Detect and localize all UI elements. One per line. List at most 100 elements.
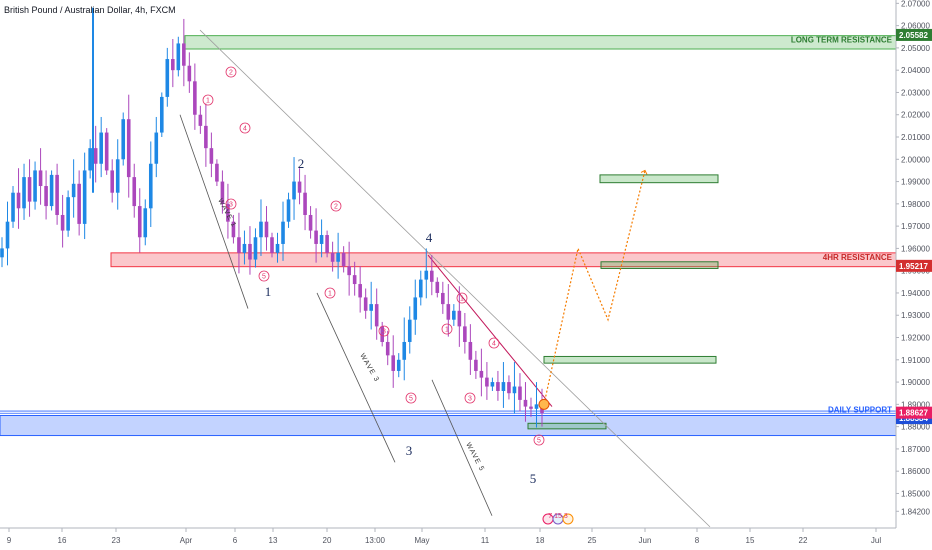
- candle-body: [132, 177, 137, 207]
- candle-body: [220, 181, 225, 204]
- y-tick-label: 2.02000: [901, 111, 930, 120]
- y-tick-label: 1.88000: [901, 423, 930, 432]
- candle-body: [429, 270, 434, 282]
- candle-body: [176, 43, 181, 71]
- candle-body: [292, 181, 296, 200]
- candle-body: [303, 192, 307, 215]
- candle-body: [374, 304, 379, 327]
- candle-body: [319, 235, 324, 244]
- x-tick-label: 20: [323, 536, 332, 545]
- candle-body: [402, 341, 407, 360]
- candle-body: [341, 252, 346, 267]
- candle-body: [468, 341, 473, 360]
- 4hr-resistance-zone: [110, 252, 897, 268]
- projection-path: [543, 170, 646, 405]
- candle-body: [198, 114, 203, 126]
- y-axis-panel: [896, 0, 932, 550]
- sub-wave-mark: 5: [537, 438, 541, 445]
- wave5-trendline: [427, 254, 553, 407]
- candle-body: [485, 377, 489, 387]
- candle-body: [474, 359, 478, 371]
- candle-body: [159, 96, 164, 133]
- sub-wave-circle: [258, 270, 270, 282]
- daily-support-label: DAILY SUPPORT: [828, 405, 892, 414]
- 4hr-resistance-label: 4HR RESISTANCE: [823, 253, 893, 262]
- candle-body: [418, 279, 423, 298]
- sub-wave-circle: [405, 392, 417, 404]
- y-tick-label: 1.92000: [901, 334, 930, 343]
- y-tick-label: 1.85000: [901, 489, 930, 498]
- current-price-tag: [896, 406, 932, 419]
- wave-label-1: 1: [265, 284, 272, 299]
- candle-body: [501, 382, 506, 391]
- target-box-3: [600, 261, 719, 269]
- sub-wave-mark: 4: [243, 126, 247, 133]
- candle-body: [11, 192, 15, 222]
- candle-body: [187, 65, 192, 82]
- entry-marker: [538, 398, 550, 410]
- candle-body: [518, 386, 522, 400]
- sub-wave-circle: [324, 287, 336, 299]
- projection-arrow: [640, 169, 648, 175]
- current-price-label: 1.88627: [899, 409, 928, 418]
- candle-body: [347, 266, 351, 276]
- candle-body: [60, 214, 65, 231]
- y-tick-label: 1.89000: [901, 400, 930, 409]
- candle-body: [512, 386, 517, 394]
- sub-wave-mark: 1: [328, 291, 332, 298]
- wave5-channel: [431, 379, 493, 516]
- y-tick-label: 2.00000: [901, 155, 930, 164]
- candle-body: [363, 297, 368, 311]
- candle-body: [325, 235, 329, 253]
- candle-body: [148, 163, 153, 209]
- sub-wave-circle: [456, 292, 468, 304]
- sub-wave-circle: [533, 434, 545, 446]
- candle-body: [441, 292, 445, 305]
- event-icon-label: 7 15 3: [548, 513, 568, 520]
- y-tick-label: 1.96000: [901, 244, 930, 253]
- candle-body: [529, 406, 533, 409]
- sub-wave-mark: 1: [445, 327, 449, 334]
- y-tick-label: 1.93000: [901, 311, 930, 320]
- candle-body: [330, 252, 335, 262]
- sub-wave-mark: 5: [262, 274, 266, 281]
- candle-body: [104, 132, 109, 171]
- sub-wave-circle: [225, 198, 237, 210]
- candle-body: [424, 270, 429, 280]
- candle-body: [490, 382, 495, 387]
- candle-body: [242, 243, 247, 253]
- candle-body: [534, 404, 539, 409]
- event-icon: [562, 513, 574, 525]
- candle-body: [352, 275, 357, 285]
- zones: LONG TERM RESISTANCE 4HR RESISTANCE DAILY …: [0, 35, 897, 437]
- candle-body: [259, 221, 263, 238]
- y-tick-label: 2.04000: [901, 66, 930, 75]
- y-tick-label: 1.97000: [901, 222, 930, 231]
- sub-wave-mark: 1: [460, 296, 464, 303]
- y-tick-label: 1.87000: [901, 445, 930, 454]
- candle-body: [5, 221, 10, 249]
- wave-label-4: 4: [426, 230, 433, 245]
- wave1-channel: [179, 114, 249, 309]
- candle-body: [71, 183, 76, 198]
- candle-body: [391, 355, 396, 371]
- wave-label-5: 5: [530, 471, 537, 486]
- candle-body: [182, 43, 186, 66]
- x-tick-label: Jul: [871, 536, 881, 545]
- candle-body: [507, 382, 511, 394]
- candle-body: [479, 370, 484, 378]
- long-term-resistance-label: LONG TERM RESISTANCE: [791, 36, 893, 45]
- x-tick-label: 8: [695, 536, 700, 545]
- candle-body: [165, 59, 170, 97]
- candle-body: [369, 304, 373, 311]
- candle-body: [27, 177, 32, 202]
- candle-body: [115, 159, 120, 193]
- candle-body: [66, 197, 70, 231]
- main-trendline: [199, 29, 711, 528]
- y-tick-label: 2.03000: [901, 88, 930, 97]
- target-box-1: [543, 355, 717, 364]
- y-axis: 2.07000 2.06000 2.05000 2.04000 2.03000 2.020…: [895, 0, 932, 550]
- candle-body: [248, 243, 252, 260]
- y-tick-label: 1.90000: [901, 378, 930, 387]
- candle-body: [385, 341, 390, 356]
